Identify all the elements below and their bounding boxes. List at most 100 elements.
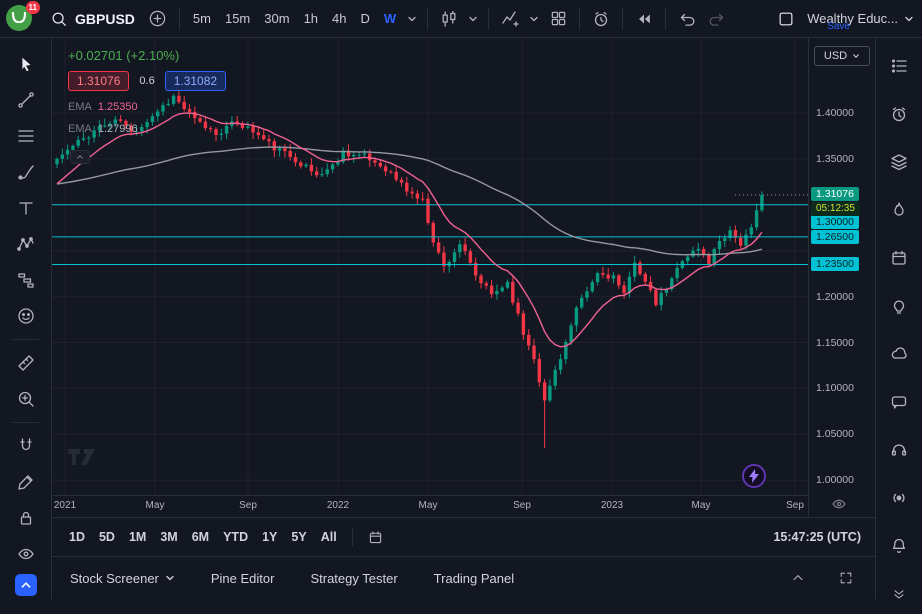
undo-button[interactable]: [672, 4, 702, 34]
timeframe-D[interactable]: D: [360, 11, 370, 26]
alert-clock-icon: [595, 11, 608, 26]
magnet-icon: [19, 438, 32, 451]
calendar-button[interactable]: [881, 238, 917, 278]
price-axis-label: 1.15000: [816, 337, 854, 349]
alerts-button[interactable]: [881, 94, 917, 134]
chevron-down-icon: [853, 54, 860, 58]
indicators-dropdown-button[interactable]: [525, 4, 543, 34]
tab-stock-screener[interactable]: Stock Screener: [70, 571, 175, 586]
boost-button[interactable]: [742, 464, 766, 488]
tab-trading-panel[interactable]: Trading Panel: [434, 571, 514, 586]
object-tree-button[interactable]: [881, 142, 917, 182]
ema-2-value: 1.27996: [97, 123, 138, 135]
clock-utc[interactable]: 15:47:25 (UTC): [773, 530, 861, 544]
panel-tabs: Stock Screener Pine Editor Strategy Tester…: [70, 571, 550, 586]
timeframe-30m[interactable]: 30m: [264, 11, 290, 26]
drawing-mode-button[interactable]: [7, 464, 45, 500]
sidebar-collapse-button[interactable]: [881, 574, 917, 614]
blue-widget-button[interactable]: [15, 574, 37, 596]
user-avatar[interactable]: 11: [6, 0, 40, 33]
fib-retracement-tool-button[interactable]: [7, 118, 45, 154]
hide-drawings-button[interactable]: [7, 536, 45, 572]
time-axis[interactable]: 2021 May Sep 2022 May Sep 2023 May Sep: [52, 495, 808, 517]
timeframe-1h[interactable]: 1h: [303, 11, 319, 26]
alert-button[interactable]: [586, 4, 616, 34]
range-6m[interactable]: 6M: [191, 530, 210, 544]
ideas-button[interactable]: [881, 286, 917, 326]
watchlist-button[interactable]: [881, 46, 917, 86]
notifications-button[interactable]: [881, 526, 917, 566]
range-3m[interactable]: 3M: [160, 530, 178, 544]
pencil-icon: [17, 475, 33, 490]
range-all[interactable]: All: [320, 530, 337, 544]
broadcast-button[interactable]: [881, 478, 917, 518]
messages-button[interactable]: [881, 382, 917, 422]
tab-pine-editor[interactable]: Pine Editor: [211, 571, 275, 586]
public-chat-button[interactable]: [881, 334, 917, 374]
timeframe-4h[interactable]: 4h: [332, 11, 347, 26]
brush-tool-button[interactable]: [7, 154, 45, 190]
lock-drawings-button[interactable]: [7, 500, 45, 536]
price-axis[interactable]: USD 1.40000 1.35000 1.20000 1.15000 1.10000 1…: [808, 38, 875, 517]
position-tool-button[interactable]: [7, 262, 45, 298]
brush-icon: [17, 165, 34, 180]
trend-line-tool-button[interactable]: [7, 82, 45, 118]
symbol-search-button[interactable]: GBPUSD: [42, 5, 143, 33]
save-layout-button[interactable]: [771, 4, 801, 34]
xabcd-pattern-icon: [16, 237, 34, 251]
go-to-date-button[interactable]: [361, 522, 391, 552]
level-price-label[interactable]: 1.30000: [811, 215, 859, 229]
toolbar-separator: [12, 422, 39, 423]
hotlists-button[interactable]: [881, 190, 917, 230]
range-1y[interactable]: 1Y: [262, 530, 278, 544]
level-price-label[interactable]: 1.23500: [811, 257, 859, 271]
indicators-button[interactable]: [495, 4, 525, 34]
range-ytd[interactable]: YTD: [223, 530, 249, 544]
zoom-tool-button[interactable]: [7, 381, 45, 417]
chart-pane[interactable]: +0.02701 (+2.10%) 1.31076 0.6 1.31082 EM…: [52, 38, 808, 495]
layout-grid-button[interactable]: [543, 4, 573, 34]
chat-bubble-icon: [891, 396, 907, 409]
toolbar-separator: [427, 7, 429, 30]
range-1d[interactable]: 1D: [69, 530, 85, 544]
timeframe-5m[interactable]: 5m: [192, 11, 211, 26]
timeframe-W[interactable]: W: [383, 11, 397, 26]
ema-2-row[interactable]: EMA 1.27996: [68, 123, 138, 135]
range-5d[interactable]: 5D: [98, 530, 115, 544]
cursor-tool-button[interactable]: [7, 46, 45, 82]
panel-expand-button[interactable]: [783, 563, 813, 593]
timeframe-15m[interactable]: 15m: [224, 11, 251, 26]
axis-eye-icon[interactable]: [831, 496, 847, 512]
level-price-label[interactable]: 1.26500: [811, 230, 859, 244]
range-1m[interactable]: 1M: [128, 530, 147, 544]
collapse-indicators-button[interactable]: [70, 150, 90, 164]
chart-type-dropdown-button[interactable]: [464, 4, 482, 34]
range-5y[interactable]: 5Y: [291, 530, 307, 544]
bar-replay-button[interactable]: [629, 4, 659, 34]
currency-selector[interactable]: USD: [814, 46, 870, 66]
emoji-tool-button[interactable]: [7, 298, 45, 334]
tab-strategy-tester[interactable]: Strategy Tester: [310, 571, 397, 586]
magnet-mode-button[interactable]: [7, 428, 45, 464]
chevron-down-icon: [469, 16, 477, 21]
bid-price-button[interactable]: 1.31076: [68, 71, 130, 91]
compare-add-button[interactable]: [143, 4, 173, 34]
layout-name[interactable]: Wealthy Educ...: [807, 11, 898, 26]
chart-type-button[interactable]: [434, 4, 464, 34]
redo-button[interactable]: [702, 4, 732, 34]
save-link[interactable]: Save: [827, 21, 850, 32]
timeframe-dropdown-button[interactable]: [403, 4, 421, 34]
text-tool-button[interactable]: [7, 190, 45, 226]
candlestick-chart[interactable]: [52, 38, 808, 495]
bottom-panel-bar: Stock Screener Pine Editor Strategy Tester…: [52, 556, 875, 599]
ema-1-row[interactable]: EMA 1.25350: [68, 101, 138, 113]
layout-dropdown-chevron-icon[interactable]: [904, 14, 914, 24]
measure-tool-button[interactable]: [7, 345, 45, 381]
fullscreen-button[interactable]: [831, 563, 861, 593]
lightning-icon: [749, 469, 759, 483]
toolbar-separator: [351, 528, 353, 546]
eye-icon: [832, 499, 846, 509]
pattern-tool-button[interactable]: [7, 226, 45, 262]
support-button[interactable]: [881, 430, 917, 470]
ask-price-button[interactable]: 1.31082: [164, 71, 227, 91]
